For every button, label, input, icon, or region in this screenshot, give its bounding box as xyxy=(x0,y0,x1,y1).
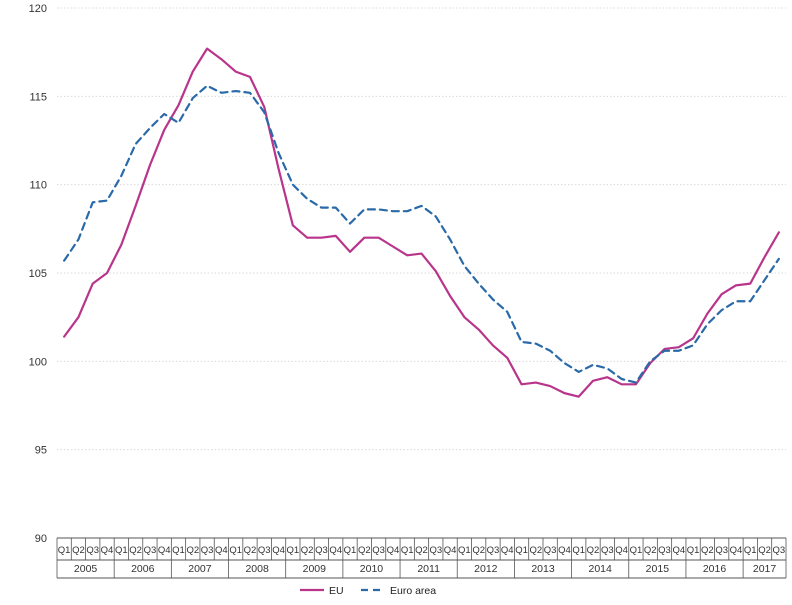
year-tick-label: 2012 xyxy=(474,563,498,575)
quarter-tick-label: Q3 xyxy=(258,545,271,556)
quarter-tick-label: Q3 xyxy=(487,545,500,556)
quarter-tick-label: Q4 xyxy=(730,545,743,556)
quarter-tick-label: Q3 xyxy=(544,545,557,556)
quarter-tick-label: Q1 xyxy=(58,545,71,556)
y-axis: 90 95 100 105 110 115 120 xyxy=(29,3,47,545)
quarter-tick-label: Q2 xyxy=(530,545,543,556)
quarter-tick-label: Q2 xyxy=(358,545,371,556)
year-tick-label: 2015 xyxy=(646,563,670,575)
quarter-tick-label: Q4 xyxy=(558,545,571,556)
y-tick-label: 110 xyxy=(29,180,47,192)
quarter-tick-label: Q4 xyxy=(501,545,514,556)
quarter-tick-label: Q1 xyxy=(458,545,471,556)
gridlines xyxy=(57,7,786,539)
year-tick-label: 2017 xyxy=(753,563,777,575)
quarter-tick-label: Q4 xyxy=(387,545,400,556)
quarter-tick-label: Q1 xyxy=(401,545,414,556)
quarter-tick-label: Q4 xyxy=(215,545,228,556)
series-line-eu xyxy=(63,47,780,398)
quarter-tick-label: Q4 xyxy=(101,545,114,556)
quarter-tick-label: Q1 xyxy=(287,545,300,556)
y-tick-label: 95 xyxy=(35,445,47,457)
quarter-tick-label: Q2 xyxy=(244,545,257,556)
legend: EU Euro area xyxy=(300,585,436,597)
quarter-tick-label: Q2 xyxy=(758,545,771,556)
quarter-tick-label: Q4 xyxy=(272,545,285,556)
y-tick-label: 105 xyxy=(29,268,47,280)
quarter-tick-label: Q1 xyxy=(115,545,128,556)
quarter-tick-label: Q2 xyxy=(301,545,314,556)
year-tick-label: 2010 xyxy=(360,563,384,575)
quarter-tick-label: Q4 xyxy=(672,545,685,556)
quarter-tick-label: Q2 xyxy=(72,545,85,556)
series-lines xyxy=(63,47,780,398)
quarter-tick-label: Q2 xyxy=(644,545,657,556)
quarter-tick-label: Q2 xyxy=(472,545,485,556)
quarter-tick-label: Q3 xyxy=(658,545,671,556)
quarter-tick-label: Q1 xyxy=(744,545,757,556)
x-axis: Q1 Q2 Q3 Q4 Q1 Q2 Q3 Q4 Q1 Q2 Q3 Q4 Q1 Q2 Q3 Q4 Q1 Q2 Q3 Q4… xyxy=(56,537,787,579)
year-tick-label: 2007 xyxy=(188,563,212,575)
quarter-tick-label: Q1 xyxy=(687,545,700,556)
quarter-tick-label: Q3 xyxy=(315,545,328,556)
series-line-euro-area xyxy=(63,84,780,384)
quarter-tick-label: Q3 xyxy=(773,545,786,556)
quarter-tick-label: Q2 xyxy=(186,545,199,556)
year-tick-label: 2005 xyxy=(74,563,98,575)
y-tick-label: 100 xyxy=(29,356,47,368)
quarter-tick-label: Q3 xyxy=(601,545,614,556)
y-tick-label: 120 xyxy=(29,3,47,15)
quarter-tick-label: Q2 xyxy=(587,545,600,556)
year-tick-label: 2016 xyxy=(703,563,727,575)
y-tick-label: 90 xyxy=(35,533,47,545)
quarter-tick-label: Q1 xyxy=(630,545,643,556)
quarter-tick-label: Q2 xyxy=(701,545,714,556)
quarter-tick-label: Q3 xyxy=(429,545,442,556)
quarter-tick-label: Q3 xyxy=(144,545,157,556)
quarter-tick-label: Q1 xyxy=(344,545,357,556)
quarter-tick-label: Q3 xyxy=(715,545,728,556)
year-tick-label: 2006 xyxy=(131,563,155,575)
year-tick-label: 2013 xyxy=(531,563,555,575)
quarter-tick-label: Q1 xyxy=(229,545,242,556)
quarter-tick-label: Q2 xyxy=(129,545,142,556)
y-tick-label: 115 xyxy=(29,91,47,103)
year-tick-label: 2011 xyxy=(417,563,440,575)
quarter-tick-label: Q2 xyxy=(415,545,428,556)
quarter-tick-label: Q1 xyxy=(172,545,185,556)
quarter-tick-label: Q4 xyxy=(615,545,628,556)
legend-label: EU xyxy=(329,585,344,597)
year-tick-label: 2008 xyxy=(245,563,269,575)
quarter-tick-label: Q4 xyxy=(329,545,342,556)
legend-label: Euro area xyxy=(390,585,436,597)
quarter-tick-label: Q4 xyxy=(158,545,171,556)
quarter-tick-label: Q3 xyxy=(372,545,385,556)
year-tick-label: 2009 xyxy=(303,563,327,575)
quarter-tick-label: Q3 xyxy=(86,545,99,556)
year-tick-label: 2014 xyxy=(588,563,612,575)
quarter-tick-label: Q3 xyxy=(201,545,214,556)
quarter-tick-label: Q4 xyxy=(444,545,457,556)
quarter-tick-label: Q1 xyxy=(572,545,585,556)
quarter-tick-label: Q1 xyxy=(515,545,528,556)
